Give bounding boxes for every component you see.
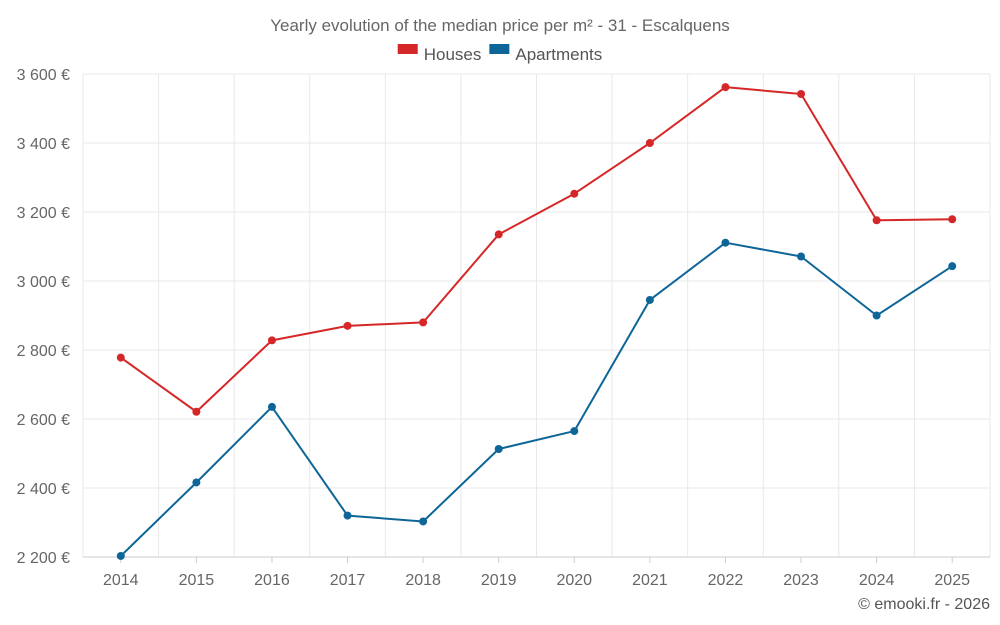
data-point-apartments: [948, 262, 957, 271]
data-point-houses: [192, 407, 201, 416]
data-point-apartments: [797, 252, 806, 261]
data-point-houses: [267, 336, 276, 345]
x-tick-label: 2021: [632, 572, 668, 589]
data-point-houses: [872, 216, 881, 225]
data-point-houses: [645, 139, 654, 147]
legend-label: Apartments: [515, 45, 602, 64]
data-point-houses: [343, 321, 352, 330]
legend-swatch: [397, 44, 418, 54]
legend: Houses Apartments: [397, 44, 602, 64]
data-point-apartments: [645, 295, 654, 304]
y-tick-label: 2 600 €: [17, 412, 70, 429]
x-tick-label: 2020: [556, 572, 592, 589]
y-tick-label: 2 800 €: [17, 343, 70, 360]
data-point-apartments: [494, 445, 503, 454]
data-point-apartments: [570, 427, 579, 436]
data-point-houses: [116, 353, 125, 362]
data-point-houses: [797, 90, 806, 99]
series-line-apartments: [120, 241, 953, 557]
series-line-houses: [120, 86, 953, 413]
data-point-houses: [948, 215, 957, 224]
data-point-apartments: [419, 517, 428, 526]
x-tick-label: 2023: [783, 572, 819, 589]
x-axis: 2014 2015 2016 2017 2018 2019 2020 2021 2022 2023…: [83, 556, 990, 589]
grid: [82, 73, 991, 558]
x-tick-label: 2017: [330, 572, 366, 589]
x-tick-label: 2024: [859, 572, 895, 589]
legend-swatch: [489, 44, 510, 54]
data-point-apartments: [192, 478, 201, 487]
data-point-apartments: [116, 551, 125, 560]
legend-item-apartments: Apartments: [489, 44, 602, 64]
x-tick-label: 2018: [405, 572, 441, 589]
legend-label: Houses: [424, 45, 482, 64]
y-tick-label: 2 400 €: [17, 481, 70, 498]
y-tick-label: 3 200 €: [17, 205, 70, 222]
data-point-apartments: [872, 311, 881, 320]
y-tick-label: 3 600 €: [17, 67, 70, 84]
legend-item-houses: Houses: [397, 44, 482, 64]
data-point-apartments: [343, 511, 352, 520]
series-houses: [116, 83, 957, 416]
data-point-houses: [570, 189, 579, 198]
credit-text: © emooki.fr - 2026: [858, 596, 990, 613]
chart-title: Yearly evolution of the median price per…: [270, 16, 730, 35]
y-tick-label: 3 000 €: [17, 274, 70, 291]
y-tick-label: 2 200 €: [17, 550, 70, 567]
data-point-houses: [494, 230, 503, 239]
data-point-houses: [419, 318, 428, 327]
data-point-houses: [721, 83, 730, 92]
x-tick-label: 2022: [708, 572, 744, 589]
x-tick-label: 2019: [481, 572, 517, 589]
data-point-apartments: [267, 402, 276, 411]
y-axis: 2 200 € 2 400 € 2 600 € 2 800 € 3 000 € 3 200…: [17, 67, 70, 567]
x-tick-label: 2015: [179, 572, 215, 589]
x-tick-label: 2025: [934, 572, 970, 589]
x-tick-label: 2014: [103, 572, 139, 589]
x-tick-label: 2016: [254, 572, 290, 589]
series-apartments: [116, 238, 957, 560]
series-layer: [116, 83, 957, 560]
data-point-apartments: [721, 238, 730, 247]
y-tick-label: 3 400 €: [17, 136, 70, 153]
